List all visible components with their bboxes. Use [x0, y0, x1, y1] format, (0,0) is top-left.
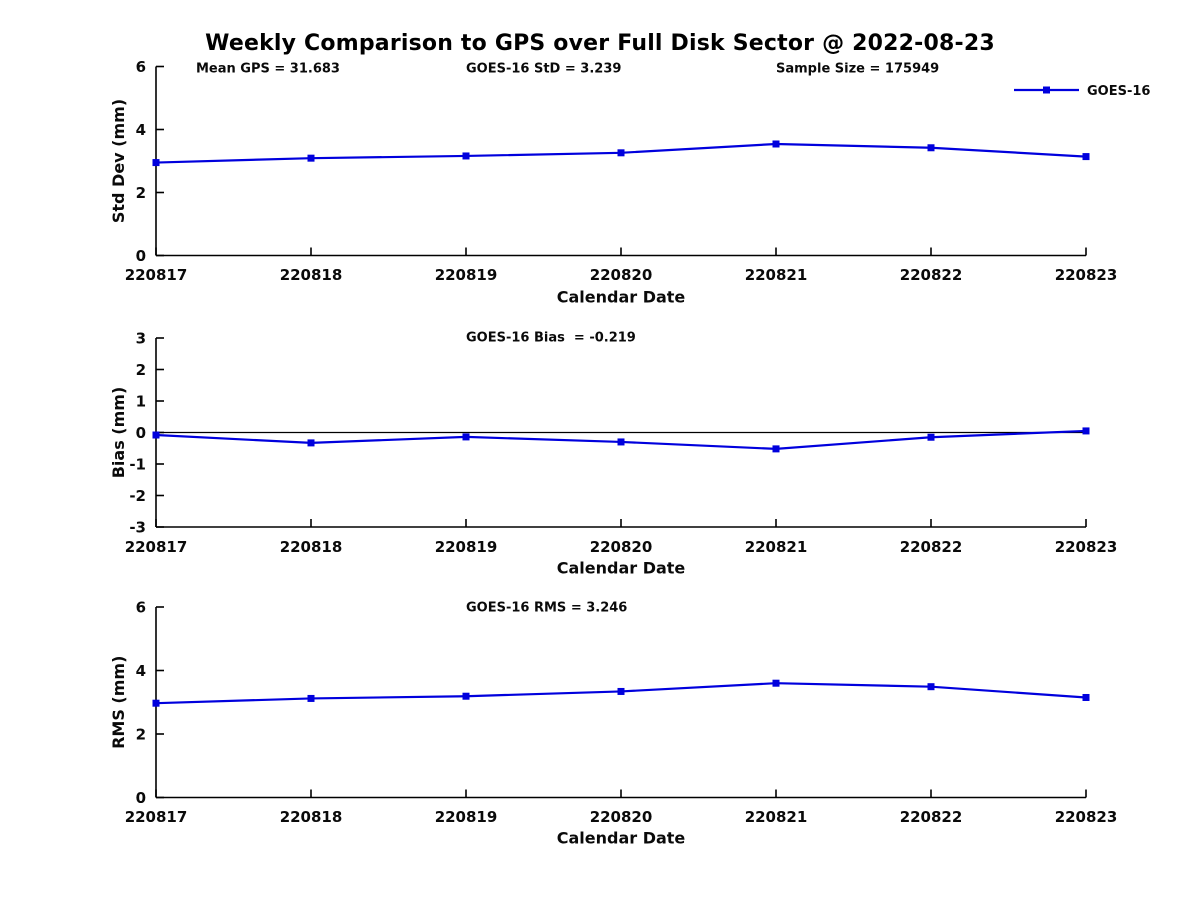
- y-tick-label: -3: [129, 519, 146, 537]
- y-tick-label: 0: [136, 247, 146, 265]
- data-point-marker: [927, 683, 935, 691]
- x-tick-label: 220820: [590, 808, 653, 826]
- x-tick-label: 220820: [590, 538, 653, 556]
- y-tick-label: 2: [136, 184, 146, 202]
- annotation: GOES-16 RMS = 3.246: [466, 601, 627, 616]
- x-axis-title: Calendar Date: [557, 829, 686, 848]
- data-point-marker: [617, 438, 625, 446]
- chart-std-dev: 0 2 4 6 220817 220818 220819 220820 220821 220822…: [109, 58, 1150, 307]
- y-tick-label: -2: [129, 487, 146, 505]
- annotation: Sample Size = 175949: [776, 62, 939, 77]
- y-tick-label: 0: [136, 424, 146, 442]
- data-point-marker: [462, 152, 470, 160]
- data-point-marker: [307, 439, 315, 447]
- data-point-marker: [927, 433, 935, 441]
- chart-bias: -3 -2 -1 0 1 2 3 220817 220818 220819 220820 220821…: [109, 330, 1117, 578]
- x-tick-label: 220818: [280, 266, 343, 284]
- x-axis-title: Calendar Date: [557, 559, 686, 578]
- x-axis-title: Calendar Date: [557, 288, 686, 307]
- data-point-marker: [462, 433, 470, 441]
- x-tick-label: 220822: [900, 808, 963, 826]
- y-tick-label: 0: [136, 789, 146, 807]
- figure-title: Weekly Comparison to GPS over Full Disk …: [205, 31, 995, 56]
- x-tick-label: 220823: [1055, 538, 1118, 556]
- legend-label: GOES-16: [1087, 84, 1150, 99]
- annotation: GOES-16 Bias = -0.219: [466, 331, 636, 346]
- data-point-marker: [617, 687, 625, 695]
- x-tick-label: 220819: [435, 266, 498, 284]
- x-tick-label: 220821: [745, 538, 808, 556]
- chart-rms: 0 2 4 6 220817 220818 220819 220820 220821 220822…: [109, 599, 1117, 848]
- data-point-marker: [307, 154, 315, 162]
- x-tick-label: 220819: [435, 538, 498, 556]
- data-point-marker: [617, 149, 625, 157]
- x-tick-label: 220820: [590, 266, 653, 284]
- x-tick-label: 220818: [280, 538, 343, 556]
- data-point-marker: [1082, 427, 1090, 435]
- data-point-marker: [1082, 153, 1090, 161]
- y-tick-label: 3: [136, 330, 146, 348]
- x-tick-label: 220818: [280, 808, 343, 826]
- y-tick-label: 6: [136, 599, 146, 617]
- x-tick-label: 220823: [1055, 808, 1118, 826]
- data-point-marker: [772, 679, 780, 687]
- annotation: GOES-16 StD = 3.239: [466, 62, 621, 77]
- y-tick-label: 4: [136, 662, 146, 680]
- data-point-marker: [152, 431, 160, 439]
- x-tick-label: 220823: [1055, 266, 1118, 284]
- annotation: Mean GPS = 31.683: [196, 62, 340, 77]
- data-point-marker: [772, 140, 780, 148]
- y-axis-title: RMS (mm): [109, 656, 128, 749]
- data-point-marker: [152, 159, 160, 167]
- x-tick-label: 220817: [125, 538, 188, 556]
- data-point-marker: [772, 445, 780, 453]
- y-tick-label: 6: [136, 58, 146, 76]
- legend-marker: [1043, 86, 1050, 94]
- y-tick-label: -1: [129, 456, 146, 474]
- x-tick-label: 220821: [745, 266, 808, 284]
- y-tick-label: 2: [136, 726, 146, 744]
- y-tick-label: 1: [136, 393, 146, 411]
- x-tick-label: 220819: [435, 808, 498, 826]
- data-point-marker: [307, 694, 315, 702]
- data-point-marker: [927, 144, 935, 152]
- y-tick-label: 4: [136, 121, 146, 139]
- y-tick-label: 2: [136, 361, 146, 379]
- x-tick-label: 220817: [125, 808, 188, 826]
- x-tick-label: 220822: [900, 538, 963, 556]
- x-tick-label: 220817: [125, 266, 188, 284]
- x-tick-label: 220822: [900, 266, 963, 284]
- y-axis-title: Std Dev (mm): [109, 99, 128, 223]
- y-axis-title: Bias (mm): [109, 387, 128, 479]
- x-tick-label: 220821: [745, 808, 808, 826]
- data-point-marker: [152, 699, 160, 707]
- data-point-marker: [462, 692, 470, 700]
- data-point-marker: [1082, 693, 1090, 701]
